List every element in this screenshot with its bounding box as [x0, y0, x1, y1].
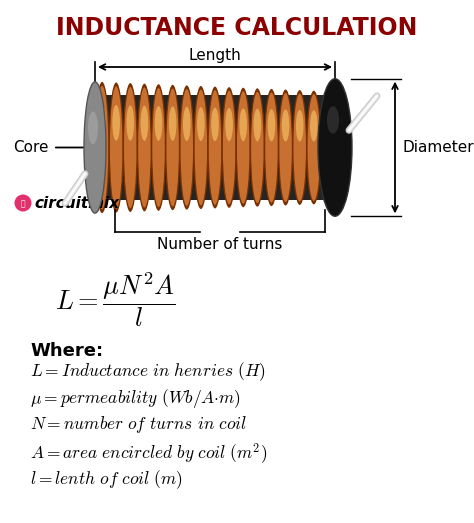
Ellipse shape — [127, 105, 134, 141]
Ellipse shape — [318, 79, 352, 216]
Ellipse shape — [292, 90, 307, 205]
FancyBboxPatch shape — [95, 95, 335, 200]
Ellipse shape — [109, 83, 124, 212]
Ellipse shape — [123, 83, 138, 212]
Text: $A = \mathit{area\ encircled\ by\ coil\ (m^2)}$: $A = \mathit{area\ encircled\ by\ coil\ … — [30, 441, 267, 466]
Ellipse shape — [293, 94, 306, 201]
Ellipse shape — [112, 105, 120, 141]
Ellipse shape — [211, 108, 219, 141]
Text: 📷: 📷 — [21, 199, 25, 208]
Ellipse shape — [179, 85, 194, 210]
Ellipse shape — [181, 89, 193, 206]
Ellipse shape — [155, 106, 162, 141]
Ellipse shape — [327, 106, 339, 134]
Ellipse shape — [236, 88, 251, 207]
Ellipse shape — [209, 90, 221, 205]
Ellipse shape — [152, 88, 165, 207]
Ellipse shape — [137, 84, 152, 211]
Ellipse shape — [208, 87, 223, 209]
Ellipse shape — [223, 91, 236, 204]
Ellipse shape — [98, 105, 106, 141]
Ellipse shape — [166, 88, 179, 207]
Ellipse shape — [308, 94, 320, 201]
Ellipse shape — [264, 89, 279, 206]
Ellipse shape — [265, 93, 278, 202]
Ellipse shape — [310, 110, 318, 142]
Ellipse shape — [306, 90, 321, 204]
Ellipse shape — [195, 89, 207, 206]
Ellipse shape — [165, 85, 180, 210]
Ellipse shape — [251, 92, 264, 203]
Ellipse shape — [282, 109, 290, 141]
Text: circuitmix: circuitmix — [34, 196, 119, 210]
Ellipse shape — [197, 107, 205, 141]
Ellipse shape — [296, 110, 303, 141]
Ellipse shape — [322, 95, 334, 200]
Ellipse shape — [221, 87, 237, 208]
Text: INDUCTANCE CALCULATION: INDUCTANCE CALCULATION — [56, 16, 418, 40]
Ellipse shape — [96, 86, 109, 209]
Ellipse shape — [193, 86, 209, 209]
Ellipse shape — [278, 89, 293, 206]
Ellipse shape — [239, 108, 247, 141]
Ellipse shape — [254, 109, 261, 141]
Text: $l = \mathit{lenth\ of\ coil\ (m)}$: $l = \mathit{lenth\ of\ coil\ (m)}$ — [30, 468, 183, 491]
Text: $\mu = \mathit{permeability\ (Wb/A{\cdot}m)}$: $\mu = \mathit{permeability\ (Wb/A{\cdot… — [30, 387, 241, 410]
Ellipse shape — [268, 109, 275, 141]
Ellipse shape — [138, 87, 151, 208]
Ellipse shape — [141, 106, 148, 141]
Ellipse shape — [15, 195, 31, 211]
Ellipse shape — [225, 108, 233, 141]
Ellipse shape — [320, 91, 336, 204]
Ellipse shape — [183, 107, 191, 141]
Text: Number of turns: Number of turns — [157, 237, 283, 252]
Ellipse shape — [151, 84, 166, 211]
Text: Core: Core — [13, 140, 49, 155]
Text: $L = \dfrac{\mu N^2 A}{l}$: $L = \dfrac{\mu N^2 A}{l}$ — [55, 270, 176, 329]
Text: Length: Length — [189, 48, 241, 63]
Ellipse shape — [110, 86, 122, 209]
Ellipse shape — [279, 93, 292, 202]
Text: Where:: Where: — [30, 342, 103, 360]
Ellipse shape — [250, 88, 265, 207]
Text: $N = \mathit{number\ of\ turns\ in\ coil}$: $N = \mathit{number\ of\ turns\ in\ coil… — [30, 414, 247, 435]
Ellipse shape — [84, 82, 106, 213]
Text: Diameter: Diameter — [403, 140, 474, 155]
Ellipse shape — [88, 111, 98, 144]
Ellipse shape — [124, 87, 137, 208]
Text: $L = \mathit{Inductance\ in\ henries\ (H)}$: $L = \mathit{Inductance\ in\ henries\ (H… — [30, 360, 266, 383]
Ellipse shape — [169, 107, 176, 141]
Ellipse shape — [94, 82, 109, 213]
Ellipse shape — [237, 92, 249, 203]
Ellipse shape — [324, 111, 332, 142]
